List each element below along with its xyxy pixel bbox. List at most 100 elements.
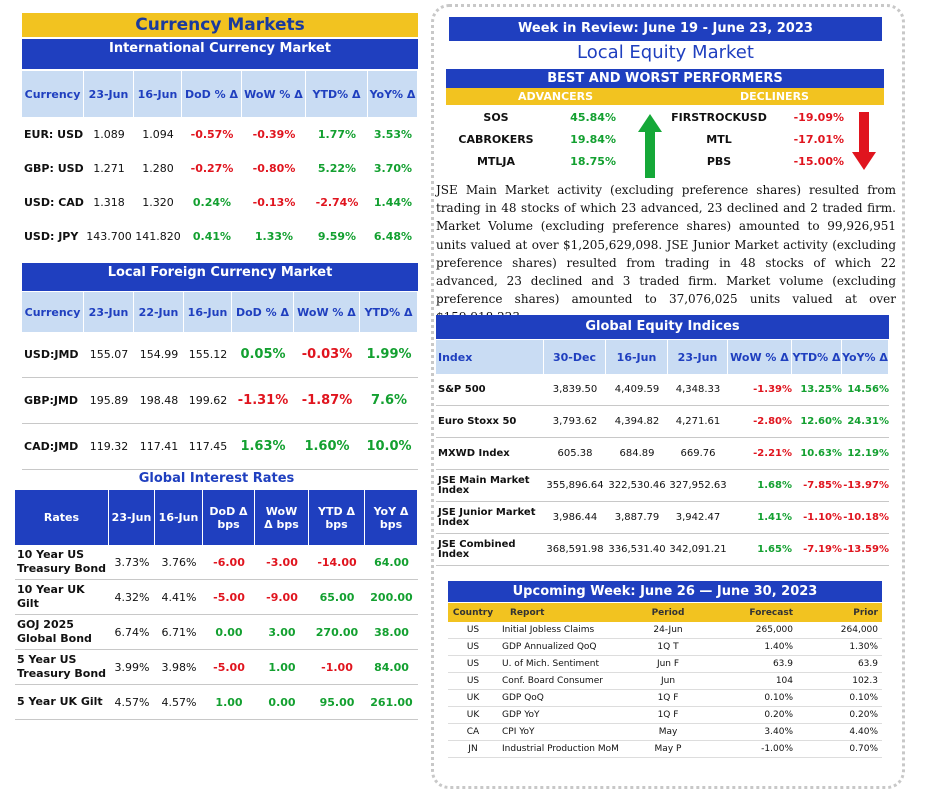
table-cell: 605.38 — [557, 448, 593, 459]
interest-rates-title: Global Interest Rates — [138, 471, 295, 486]
performer-cell: 19.84% — [570, 132, 616, 146]
table-cell: 342,091.21 — [669, 544, 727, 555]
table-cell: 63.9 — [857, 659, 878, 669]
table-cell: 65.00 — [319, 590, 355, 604]
table-cell: -6.00 — [213, 555, 245, 569]
table-cell: 1.44% — [373, 195, 413, 209]
performer-cell: 45.84% — [570, 110, 616, 124]
local-row: GBP:JMD 195.89 198.48 199.62 -1.31% -1.87% 7.6… — [22, 378, 418, 424]
table-cell: 1.00 — [268, 660, 296, 674]
table-cell: 84.00 — [374, 660, 409, 674]
col-header: Period — [651, 607, 685, 618]
col-header: YTD Δ bps — [309, 490, 365, 545]
col-header: YTD% Δ — [360, 292, 418, 332]
table-cell: 4.57% — [161, 695, 197, 709]
table-cell: 195.89 — [89, 394, 129, 407]
table-cell: 4,348.33 — [675, 384, 721, 395]
col-header: 16-Jun — [134, 71, 182, 117]
rate-name: 10 Year UK Gilt — [17, 583, 85, 610]
table-cell: US — [466, 676, 480, 686]
equity-row: JSE Combined Index 368,591.98 336,531.40 34… — [436, 534, 889, 566]
table-cell: US — [466, 625, 480, 635]
table-cell: -0.57% — [190, 127, 234, 141]
table-cell: US — [466, 642, 480, 652]
col-header: 16-Jun — [184, 292, 232, 332]
table-cell: 104 — [775, 676, 793, 686]
table-cell: 63.9 — [772, 659, 793, 669]
table-cell: Jun F — [656, 659, 680, 669]
performer-cell: -17.01% — [793, 132, 844, 146]
index-name: JSE Junior Market Index — [438, 506, 536, 528]
col-header: 23-Jun — [109, 490, 155, 545]
adv-dec-bar: ADVANCERS DECLINERS — [446, 88, 884, 105]
table-cell: 1Q F — [657, 710, 679, 720]
table-cell: -0.80% — [252, 161, 296, 175]
col-header: 22-Jun — [134, 292, 184, 332]
rate-row: GOJ 2025 Global Bond 6.74% 6.71% 0.00 3.00 27… — [15, 615, 418, 650]
col-header: Currency — [22, 292, 84, 332]
col-header: Forecast — [749, 607, 793, 618]
col-header: YTD% Δ — [792, 340, 842, 374]
local-currency-title: Local Foreign Currency Market — [22, 263, 418, 291]
table-cell: -3.00 — [266, 555, 298, 569]
table-cell: 6.71% — [161, 625, 197, 639]
table-cell: 3.76% — [161, 555, 197, 569]
upcoming-row: JN Industrial Production MoM May P -1.00% 0.… — [448, 741, 882, 758]
advancers-label: ADVANCERS — [517, 90, 594, 103]
table-cell: 4.40% — [849, 727, 878, 737]
local-equity-title: Local Equity Market — [577, 42, 754, 63]
table-cell: -10.18% — [843, 512, 889, 523]
currency-pair: USD:JMD — [24, 348, 79, 361]
table-cell: 1.089 — [93, 127, 125, 141]
table-cell: 1.094 — [142, 127, 174, 141]
table-cell: -1.00% — [761, 744, 793, 754]
currency-pair: EUR: USD — [24, 127, 84, 141]
intl-row: USD: JPY 143.700 141.820 0.41% 1.33% 9.59% 6.4… — [22, 219, 418, 253]
table-cell: 3.40% — [764, 727, 793, 737]
table-cell: US — [466, 659, 480, 669]
table-cell: CA — [466, 727, 480, 737]
table-cell: 3.53% — [373, 127, 413, 141]
col-header: WoW % Δ — [242, 71, 306, 117]
equity-row: S&P 500 3,839.50 4,409.59 4,348.33 -1.39% 13.… — [436, 374, 889, 406]
rate-row: 10 Year US Treasury Bond 3.73% 3.76% -6.00 -… — [15, 545, 418, 580]
table-cell: 155.12 — [188, 348, 228, 361]
performer-cell: -15.00% — [793, 154, 844, 168]
performer-cell: 18.75% — [570, 154, 616, 168]
table-cell: -0.39% — [252, 127, 296, 141]
col-header: 23-Jun — [84, 71, 134, 117]
col-header: 30-Dec — [544, 340, 606, 374]
col-header: YoY% Δ — [368, 71, 418, 117]
equity-row: JSE Main Market Index 355,896.64 322,530.4… — [436, 470, 889, 502]
intl-header-row: Currency 23-Jun 16-Jun DoD % Δ WoW % Δ Y… — [22, 71, 418, 117]
upcoming-row: US U. of Mich. Sentiment Jun F 63.9 63.9 — [448, 656, 882, 673]
table-cell: -1.31% — [237, 393, 289, 408]
table-cell: 1.00 — [215, 695, 243, 709]
table-cell: May P — [654, 744, 682, 754]
table-cell: 261.00 — [370, 695, 413, 709]
table-cell: 102.3 — [852, 676, 878, 686]
col-header: Index — [436, 340, 544, 374]
table-cell: Industrial Production MoM — [502, 744, 619, 754]
table-cell: 0.20% — [764, 710, 793, 720]
intl-currency-table: Currency 23-Jun 16-Jun DoD % Δ WoW % Δ Y… — [22, 71, 418, 253]
table-cell: UK — [466, 710, 480, 720]
table-cell: 154.99 — [139, 348, 179, 361]
upcoming-row: UK GDP YoY 1Q F 0.20% 0.20% — [448, 707, 882, 724]
table-cell: 3.70% — [373, 161, 413, 175]
best-worst-title: BEST AND WORST PERFORMERS — [446, 69, 884, 88]
table-cell: Conf. Board Consumer — [502, 676, 603, 686]
currency-pair: USD: CAD — [24, 195, 84, 209]
table-cell: -1.00 — [321, 660, 353, 674]
table-cell: 3,986.44 — [552, 512, 598, 523]
table-cell: 0.10% — [764, 693, 793, 703]
table-cell: May — [658, 727, 678, 737]
table-cell: 198.48 — [139, 394, 179, 407]
table-cell: 684.89 — [619, 448, 655, 459]
col-header: 16-Jun — [155, 490, 203, 545]
table-cell: 0.20% — [849, 710, 878, 720]
performer-row: SOS 45.84% FIRSTROCKUSD -19.09% — [446, 106, 884, 128]
intl-currency-title: International Currency Market — [22, 39, 418, 69]
decliners-label: DECLINERS — [740, 90, 809, 103]
table-cell: U. of Mich. Sentiment — [502, 659, 600, 669]
